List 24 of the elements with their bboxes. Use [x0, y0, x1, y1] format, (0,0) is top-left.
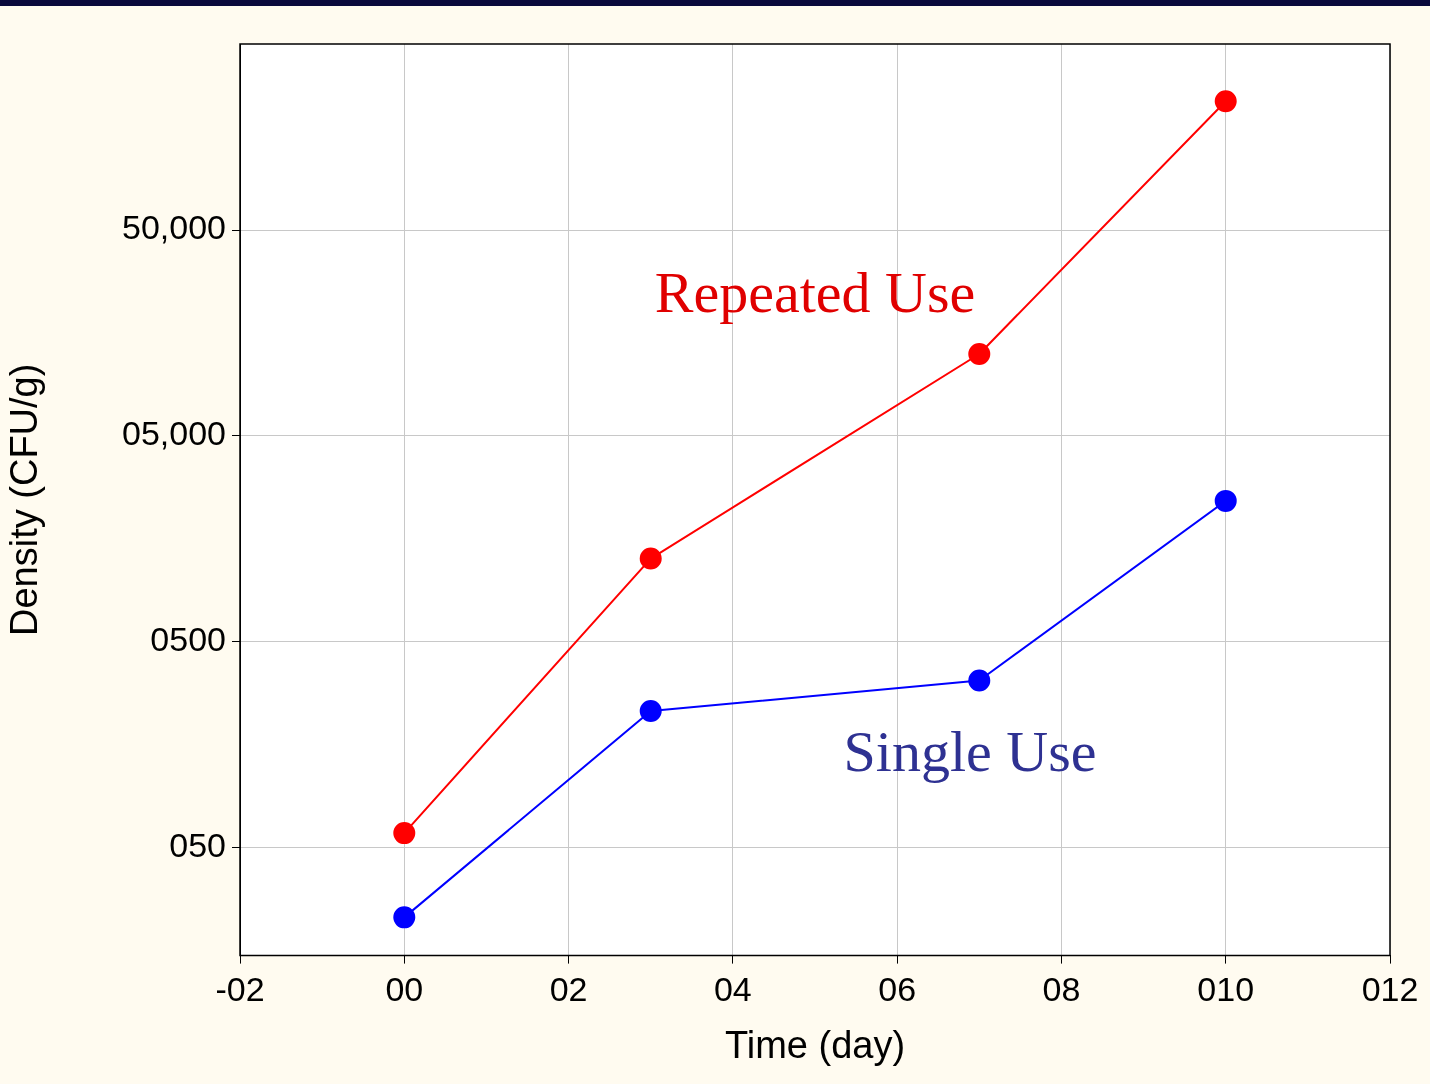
point: [1214, 90, 1237, 113]
point: [639, 700, 662, 723]
x-tick-label: 02: [549, 970, 588, 1009]
x-tick-label: 08: [1042, 970, 1081, 1009]
point: [639, 547, 662, 570]
y-tick-label: 0500: [150, 620, 226, 659]
series-label: Single Use: [843, 718, 1097, 784]
point: [1214, 489, 1237, 512]
series-label: Repeated Use: [654, 259, 976, 325]
y-tick-label: 50,000: [122, 208, 226, 247]
x-tick-label: -02: [215, 970, 265, 1009]
y-tick-label: 050: [169, 826, 226, 865]
x-tick-label: 00: [385, 970, 424, 1009]
point: [393, 906, 416, 929]
x-tick-label: 04: [713, 970, 752, 1009]
point: [968, 343, 991, 366]
point: [393, 822, 416, 845]
x-tick-label: 010: [1197, 970, 1255, 1009]
x-axis-title: Time (day): [724, 1023, 906, 1066]
x-tick-label: 06: [878, 970, 917, 1009]
x-tick-label: 012: [1361, 970, 1419, 1009]
point: [968, 669, 991, 692]
y-axis-title: Density (CFU/g): [3, 363, 46, 636]
y-tick-label: 05,000: [122, 414, 226, 453]
